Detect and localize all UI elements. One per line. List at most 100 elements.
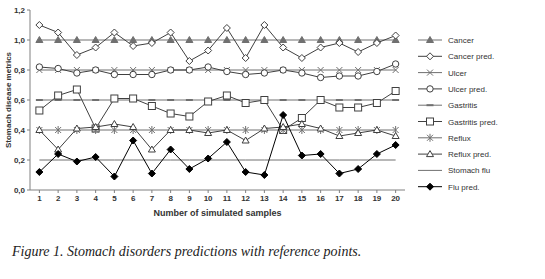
marker	[223, 25, 230, 32]
x-tick	[151, 190, 152, 193]
x-tick	[376, 190, 377, 193]
marker	[186, 37, 193, 43]
x-tick	[76, 190, 77, 193]
plot-area	[36, 22, 399, 181]
marker	[205, 64, 211, 70]
x-tick-label: 9	[187, 194, 192, 203]
marker	[373, 40, 380, 47]
marker	[186, 67, 192, 73]
marker	[205, 130, 212, 136]
marker	[355, 166, 362, 173]
x-tick-label: 11	[223, 194, 232, 203]
marker	[355, 99, 362, 101]
marker	[130, 43, 137, 50]
marker	[243, 126, 249, 134]
marker	[374, 68, 380, 74]
marker	[373, 151, 380, 158]
marker	[318, 126, 324, 134]
marker	[186, 166, 193, 173]
marker	[336, 170, 343, 177]
legend-label: Ulcer	[448, 69, 467, 78]
marker	[186, 126, 192, 134]
marker	[167, 146, 174, 153]
marker	[205, 155, 212, 162]
marker	[427, 86, 433, 92]
marker	[280, 112, 287, 119]
series-line	[39, 25, 395, 61]
marker	[111, 121, 118, 127]
x-axis-label: Number of simulated samples	[153, 208, 281, 218]
marker	[280, 99, 287, 101]
marker	[149, 71, 155, 77]
marker	[355, 49, 362, 56]
marker	[111, 95, 118, 102]
marker	[92, 99, 99, 101]
legend-label: Gastritis	[448, 101, 477, 110]
x-tick	[264, 190, 265, 193]
y-tick-label: 0,8	[14, 66, 26, 75]
x-tick-label: 5	[112, 194, 117, 203]
y-tick-label: 0,2	[14, 156, 26, 165]
marker	[73, 158, 80, 165]
x-tick-label: 1	[37, 194, 42, 203]
x-tick-label: 17	[335, 194, 344, 203]
x-tick-label: 16	[316, 194, 325, 203]
x-tick	[395, 190, 396, 193]
marker	[261, 97, 268, 104]
marker	[280, 67, 286, 73]
marker	[36, 99, 43, 101]
marker	[73, 99, 80, 101]
marker	[55, 126, 61, 134]
x-tick-label: 18	[354, 194, 363, 203]
marker	[205, 98, 212, 105]
marker	[186, 58, 193, 65]
marker	[205, 47, 212, 54]
marker	[36, 64, 42, 70]
marker	[73, 37, 80, 43]
marker	[299, 70, 305, 76]
marker	[336, 99, 343, 101]
legend-label: Ulcer pred.	[448, 85, 487, 94]
y-tick-label: 0,4	[14, 126, 26, 135]
marker	[73, 52, 80, 59]
series-line	[39, 160, 395, 161]
marker	[224, 68, 230, 74]
chart: 0,00,20,40,60,81,01,21234567891011121314…	[0, 0, 545, 279]
x-tick	[245, 190, 246, 193]
marker	[336, 73, 342, 79]
x-tick-label: 6	[131, 194, 136, 203]
legend-label: Flu pred.	[448, 183, 480, 192]
marker	[224, 126, 230, 134]
marker	[111, 37, 118, 43]
marker	[167, 110, 174, 117]
marker	[130, 71, 136, 77]
marker	[261, 70, 267, 76]
marker	[392, 88, 399, 95]
x-tick-label: 10	[204, 194, 213, 203]
marker	[130, 37, 137, 43]
y-tick	[27, 130, 30, 131]
x-tick-label: 8	[168, 194, 173, 203]
marker	[317, 74, 323, 80]
x-tick	[283, 190, 284, 193]
x-tick	[226, 190, 227, 193]
marker	[336, 104, 343, 111]
marker	[73, 125, 80, 131]
marker	[168, 126, 174, 134]
marker	[92, 67, 98, 73]
series-line	[39, 100, 395, 101]
marker	[111, 173, 118, 180]
marker	[55, 65, 61, 71]
marker	[373, 100, 380, 107]
legend-label: Stomach flu	[448, 166, 490, 175]
x-tick	[339, 190, 340, 193]
marker	[427, 118, 434, 125]
marker	[427, 183, 434, 190]
marker	[148, 146, 155, 152]
marker	[427, 134, 433, 142]
marker	[280, 67, 286, 73]
x-tick	[320, 190, 321, 193]
x-tick	[133, 190, 134, 193]
marker	[298, 99, 305, 101]
y-tick	[27, 70, 30, 71]
